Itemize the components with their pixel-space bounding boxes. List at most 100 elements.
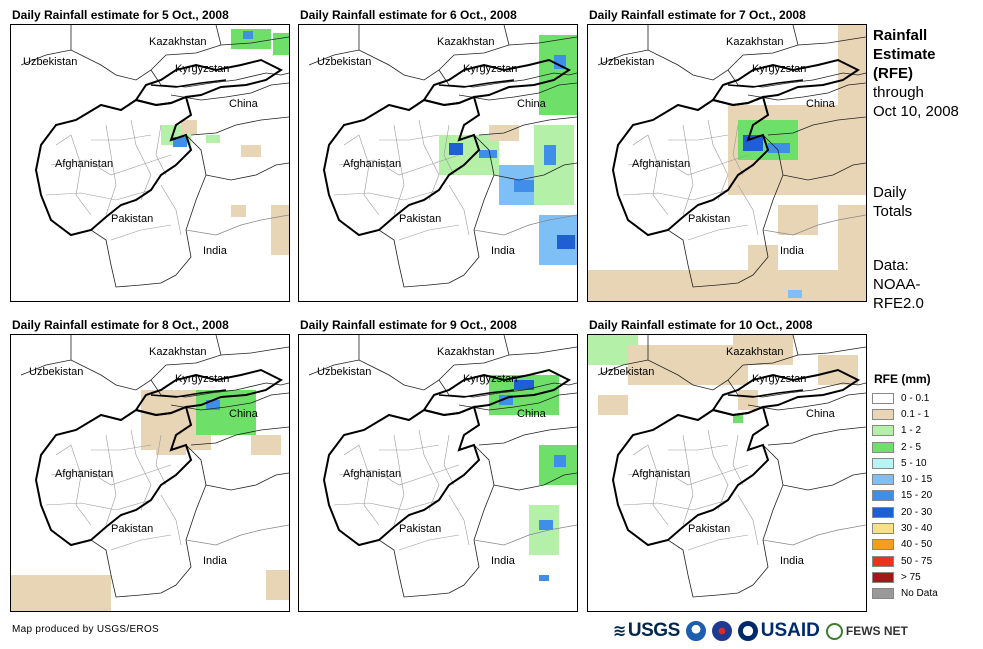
legend-swatch	[872, 539, 894, 551]
label-kazakhstan: Kazakhstan	[149, 346, 206, 358]
legend-label: 2 - 5	[901, 441, 922, 453]
label-china: China	[806, 98, 836, 110]
legend-swatch	[872, 523, 894, 535]
legend-swatch	[872, 408, 894, 420]
legend-item: 2 - 5	[872, 439, 938, 455]
legend-label: 0 - 0.1	[901, 392, 930, 404]
legend-item: 0 - 0.1	[872, 390, 938, 406]
legend-item: 40 - 50	[872, 537, 938, 553]
label-kyrgyzstan: Kyrgyzstan	[463, 373, 517, 385]
label-china: China	[517, 98, 547, 110]
label-india: India	[780, 245, 805, 257]
label-afghanistan: Afghanistan	[632, 468, 690, 480]
label-pakistan: Pakistan	[399, 213, 441, 225]
label-pakistan: Pakistan	[111, 213, 153, 225]
legend-item: 1 - 2	[872, 423, 938, 439]
label-kyrgyzstan: Kyrgyzstan	[463, 63, 517, 75]
label-afghanistan: Afghanistan	[55, 468, 113, 480]
label-pakistan: Pakistan	[688, 523, 730, 535]
usgs-logo: ≋ USGS	[613, 620, 680, 642]
legend-swatch	[872, 588, 894, 600]
legend-label: 40 - 50	[901, 539, 933, 551]
label-pakistan: Pakistan	[688, 213, 730, 225]
legend-swatch	[872, 457, 894, 469]
legend-item: > 75	[872, 569, 938, 585]
nasa-logo-icon	[711, 621, 732, 641]
legend-label: 30 - 40	[901, 523, 933, 535]
label-kazakhstan: Kazakhstan	[437, 346, 494, 358]
label-uzbekistan: Uzbekistan	[23, 56, 77, 68]
source-line: Data:	[873, 257, 909, 274]
label-india: India	[203, 555, 228, 567]
rainfall-map: Kazakhstan Uzbekistan Kyrgyzstan China A…	[587, 334, 867, 612]
label-afghanistan: Afghanistan	[632, 158, 690, 170]
rainfall-map: Kazakhstan Uzbekistan Kyrgyzstan China A…	[298, 334, 578, 612]
label-kazakhstan: Kazakhstan	[726, 346, 783, 358]
label-uzbekistan: Uzbekistan	[317, 56, 371, 68]
label-pakistan: Pakistan	[111, 523, 153, 535]
label-china: China	[229, 98, 259, 110]
legend-item: 5 - 10	[872, 455, 938, 471]
label-kazakhstan: Kazakhstan	[726, 36, 783, 48]
label-uzbekistan: Uzbekistan	[600, 366, 654, 378]
rainfall-map: Kazakhstan Uzbekistan Kyrgyzstan China A…	[587, 24, 867, 302]
legend-label: > 75	[901, 571, 921, 583]
panel-title: Daily Rainfall estimate for 9 Oct., 2008	[300, 318, 517, 332]
legend-label: 5 - 10	[901, 457, 927, 469]
legend-item: 30 - 40	[872, 520, 938, 536]
label-afghanistan: Afghanistan	[55, 158, 113, 170]
label-india: India	[780, 555, 805, 567]
daily-totals-note: Daily Totals	[873, 183, 912, 221]
title-line: Estimate	[873, 46, 936, 63]
usaid-logo: USAID	[737, 620, 820, 642]
label-uzbekistan: Uzbekistan	[600, 56, 654, 68]
usaid-seal-icon	[737, 621, 758, 641]
legend-swatch	[872, 506, 894, 518]
panel-title: Daily Rainfall estimate for 7 Oct., 2008	[589, 8, 806, 22]
panel-title: Daily Rainfall estimate for 10 Oct., 200…	[589, 318, 813, 332]
label-kazakhstan: Kazakhstan	[149, 36, 206, 48]
legend-swatch	[872, 490, 894, 502]
legend-item: 0.1 - 1	[872, 406, 938, 422]
rainfall-overlay	[161, 29, 289, 255]
fews-logo-text: FEWS NET	[845, 624, 908, 638]
label-afghanistan: Afghanistan	[343, 468, 401, 480]
legend-item: 20 - 30	[872, 504, 938, 520]
legend-label: 0.1 - 1	[901, 408, 930, 420]
label-china: China	[806, 408, 836, 420]
source-line: RFE2.0	[873, 295, 924, 312]
legend-item: 15 - 20	[872, 488, 938, 504]
legend-label: 10 - 15	[901, 474, 933, 486]
legend-swatch	[872, 425, 894, 437]
legend-item: No Data	[872, 586, 938, 602]
label-china: China	[229, 408, 259, 420]
rainfall-legend: RFE (mm) 0 - 0.1 0.1 - 1 1 - 2 2 - 5 5 - 10 1…	[872, 372, 938, 602]
title-line: (RFE)	[873, 65, 913, 82]
label-kyrgyzstan: Kyrgyzstan	[175, 63, 229, 75]
legend-swatch	[872, 441, 894, 453]
rainfall-overlay	[11, 390, 289, 611]
label-kyrgyzstan: Kyrgyzstan	[752, 373, 806, 385]
label-india: India	[491, 555, 516, 567]
title-line: Oct 10, 2008	[873, 103, 959, 120]
legend-swatch	[872, 392, 894, 404]
rainfall-overlay	[489, 375, 577, 581]
map-series-title: Rainfall Estimate (RFE) through Oct 10, …	[873, 26, 959, 121]
panel-title: Daily Rainfall estimate for 6 Oct., 2008	[300, 8, 517, 22]
data-source-note: Data: NOAA- RFE2.0	[873, 256, 924, 313]
map-credit: Map produced by USGS/EROS	[12, 624, 160, 635]
label-india: India	[203, 245, 228, 257]
globe-icon	[825, 622, 843, 640]
legend-label: 1 - 2	[901, 425, 922, 437]
label-india: India	[491, 245, 516, 257]
legend-item: 50 - 75	[872, 553, 938, 569]
rainfall-overlay	[588, 25, 866, 301]
legend-label: 20 - 30	[901, 506, 933, 518]
logo-strip: ≋ USGS USAID FEWS NET	[613, 618, 908, 644]
label-uzbekistan: Uzbekistan	[29, 366, 83, 378]
legend-label: 50 - 75	[901, 555, 933, 567]
legend-swatch	[872, 555, 894, 567]
panel-title: Daily Rainfall estimate for 5 Oct., 2008	[12, 8, 229, 22]
legend-label: 15 - 20	[901, 490, 933, 502]
usgs-wave-icon: ≋	[613, 623, 626, 640]
